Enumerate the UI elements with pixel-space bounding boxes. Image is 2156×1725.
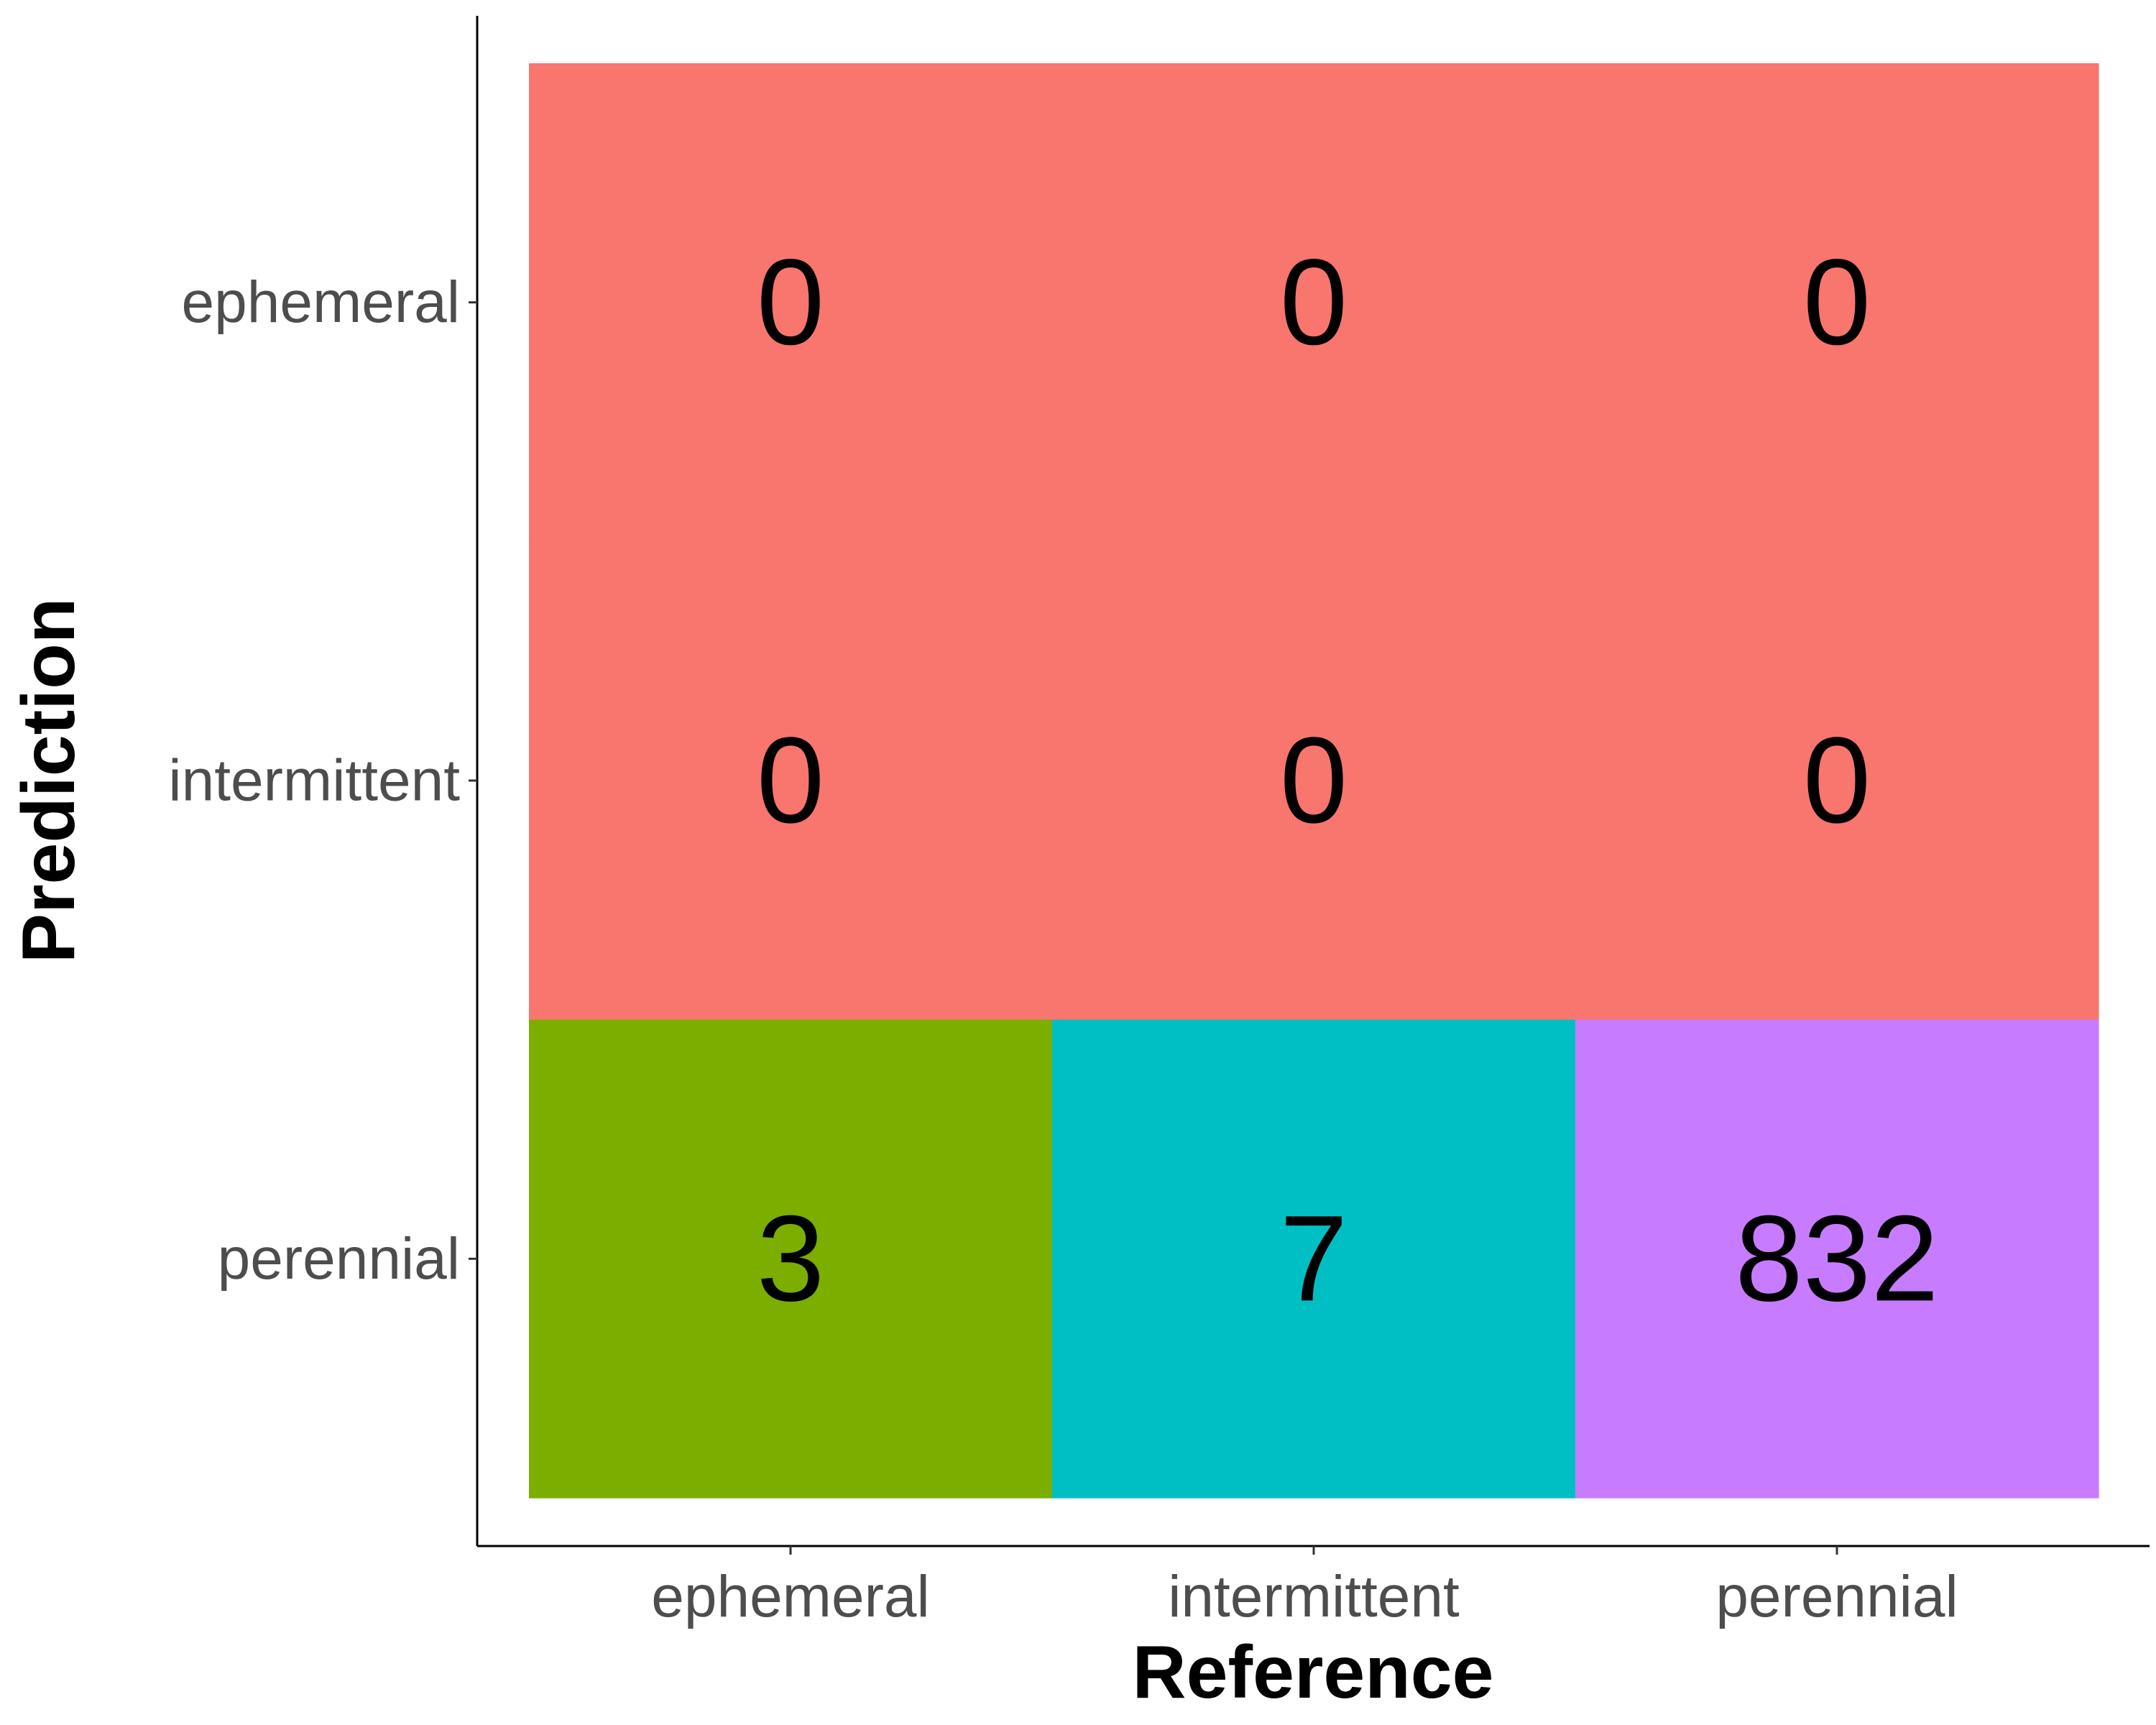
y-axis-ticks: ephemeral intermittent perennial: [168, 270, 477, 1292]
x-tick-label-perennial: perennial: [1715, 1564, 1958, 1629]
cell-label-ephemeral-ephemeral: 0: [757, 234, 825, 371]
y-tick-label-perennial: perennial: [218, 1226, 460, 1292]
cell-value-labels: 0 0 0 0 0 0 3 7 832: [757, 234, 1939, 1328]
cell-label-ephemeral-perennial: 0: [1803, 234, 1871, 371]
heatmap-cells: [529, 63, 2099, 1499]
cell-ephemeral-perennial: [1575, 63, 2099, 542]
y-tick-label-ephemeral: ephemeral: [182, 270, 460, 335]
cell-label-intermittent-perennial: 0: [1803, 712, 1871, 849]
cell-label-perennial-intermittent: 7: [1280, 1190, 1348, 1327]
cell-ephemeral-intermittent: [1052, 63, 1576, 542]
x-axis-title: Reference: [1133, 1631, 1494, 1714]
x-tick-label-ephemeral: ephemeral: [651, 1564, 929, 1629]
cell-label-intermittent-ephemeral: 0: [757, 712, 825, 849]
cell-intermittent-perennial: [1575, 541, 2099, 1021]
x-tick-label-intermittent: intermittent: [1168, 1564, 1460, 1629]
cell-label-intermittent-intermittent: 0: [1280, 712, 1348, 849]
cell-perennial-intermittent: [1052, 1019, 1576, 1499]
y-tick-label-intermittent: intermittent: [168, 748, 460, 814]
cell-label-perennial-perennial: 832: [1735, 1190, 1939, 1327]
cell-label-ephemeral-intermittent: 0: [1280, 234, 1348, 371]
cell-perennial-perennial: [1575, 1019, 2099, 1499]
y-axis-title: Prediction: [7, 598, 91, 964]
cell-intermittent-ephemeral: [529, 541, 1053, 1021]
cell-ephemeral-ephemeral: [529, 63, 1053, 542]
cell-label-perennial-ephemeral: 3: [757, 1190, 825, 1327]
cell-perennial-ephemeral: [529, 1019, 1053, 1499]
x-axis-ticks: ephemeral intermittent perennial: [651, 1546, 1958, 1629]
cell-intermittent-intermittent: [1052, 541, 1576, 1021]
